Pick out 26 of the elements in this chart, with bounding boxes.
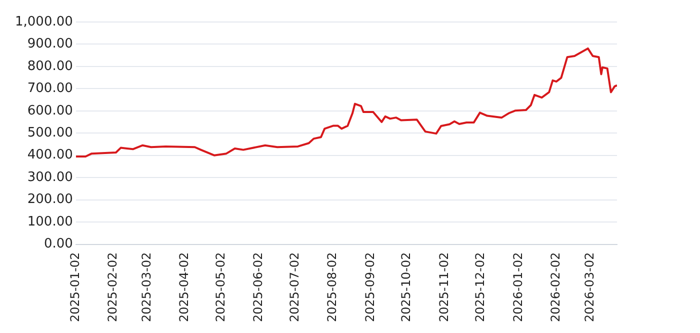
x-tick-label: 2025-10-02 [399,252,414,322]
x-tick-label: 2026-02-02 [548,252,562,322]
y-tick-label: 100.00 [27,214,73,230]
x-tick-label: 2025-11-02 [436,252,451,322]
y-tick-label: 200.00 [27,192,73,208]
x-tick-label: 2025-08-02 [325,252,340,322]
x-tick-label: 2025-07-02 [288,252,302,322]
x-tick-label: 2025-03-02 [140,252,154,322]
x-tick-label: 2025-06-02 [251,252,266,322]
y-tick-label: 0.00 [44,236,73,252]
x-tick-label: 2025-01-02 [68,252,82,322]
x-tick-label: 2025-05-02 [214,252,228,322]
y-tick-label: 800.00 [27,58,73,74]
y-tick-label: 400.00 [27,148,73,163]
x-tick-label: 2026-03-02 [582,252,596,322]
y-tick-label: 300.00 [27,170,73,185]
y-tick-label: 500.00 [27,126,73,141]
x-tick-label: 2025-02-02 [106,252,120,322]
x-tick-label: 2025-12-02 [473,252,488,322]
y-tick-label: 700.00 [27,81,73,96]
y-tick-label: 1,000.00 [15,14,73,30]
x-tick-label: 2025-09-02 [362,252,377,322]
y-tick-label: 600.00 [27,103,73,118]
x-tick-label: 2026-01-02 [510,252,525,322]
y-tick-label: 900.00 [27,36,73,52]
x-tick-label: 2025-04-02 [177,252,192,322]
